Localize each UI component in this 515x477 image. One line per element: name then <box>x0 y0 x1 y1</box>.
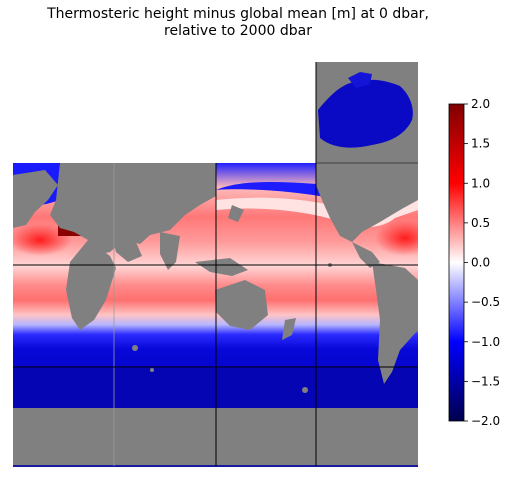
land-japan <box>228 205 244 222</box>
land-canada-arctic <box>400 140 418 163</box>
land-americas-north <box>316 163 418 242</box>
chart-title-line-1: Thermosteric height minus global mean [m… <box>47 6 429 22</box>
colorbar-tick-label: 1.0 <box>471 176 490 190</box>
land-asia-west <box>13 170 58 228</box>
colorbar-tick-label: −1.5 <box>471 374 500 388</box>
land-americas-central <box>352 242 380 268</box>
island-1 <box>132 345 138 351</box>
kuroshio-hotspot <box>13 224 72 256</box>
colorbar-tick-label: −2.0 <box>471 414 500 428</box>
colorbar-tick-label: 0.5 <box>471 216 490 230</box>
colorbar-tick-label: 2.0 <box>471 97 490 111</box>
land-maritime <box>195 258 248 276</box>
land-newzealand <box>282 318 296 340</box>
land-asia-east <box>50 163 216 255</box>
arctic-ocean-water <box>318 79 413 148</box>
gulfstream-hotspot <box>375 220 418 256</box>
colorbar-ticks: 2.0 1.5 1.0 0.5 0.0 −0.5 −1.0 −1.5 −2.0 <box>464 97 500 428</box>
islands <box>132 156 382 393</box>
chart-title-line-2: relative to 2000 dbar <box>164 23 312 39</box>
colorbar-tick-label: −1.0 <box>471 335 500 349</box>
land-greenland <box>316 62 418 96</box>
colorbar-gradient <box>448 103 465 422</box>
colorbar-tick-label: 1.5 <box>471 137 490 151</box>
land-africa <box>66 240 116 330</box>
land-india <box>160 232 180 270</box>
land-arabia <box>112 236 142 262</box>
land-americas-south <box>372 262 418 384</box>
island-4 <box>378 156 382 160</box>
colorbar-tick-label: −0.5 <box>471 295 500 309</box>
arctic-bay <box>348 72 372 88</box>
island-3 <box>302 387 308 393</box>
colorbar-tick-label: 0.0 <box>471 256 490 270</box>
land-australia <box>215 280 268 330</box>
chart-title: Thermosteric height minus global mean [m… <box>0 6 476 40</box>
island-2 <box>150 368 154 372</box>
tile-grid <box>13 62 418 466</box>
